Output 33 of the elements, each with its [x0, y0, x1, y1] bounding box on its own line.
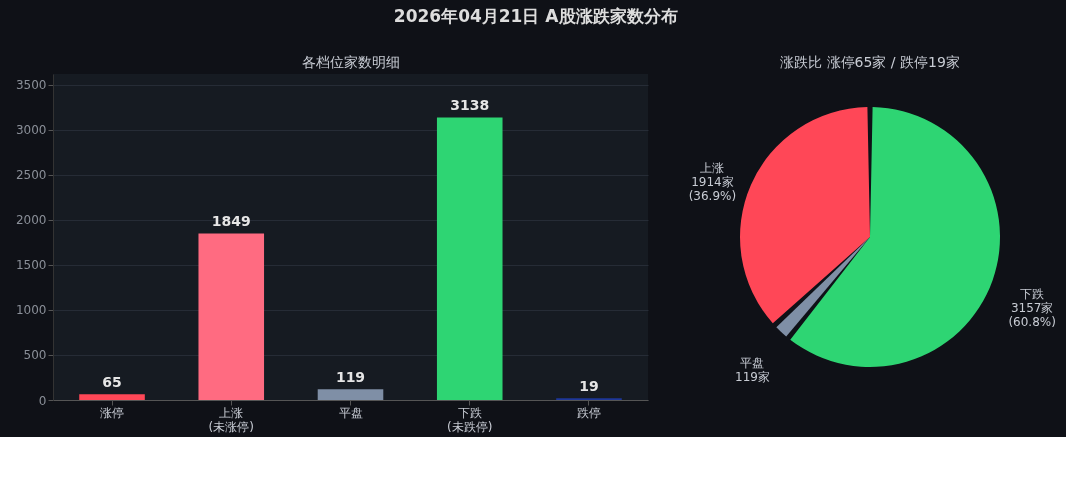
y-tick-label: 3500 [15, 78, 47, 93]
pie-slice [790, 107, 1000, 367]
data-label: 19 [579, 378, 599, 395]
chart-subtitle: 涨跌比 涨停65家 / 跌停19家 [780, 54, 960, 70]
data-label: 3157家 (60.8%) [1008, 301, 1056, 330]
bar [198, 233, 265, 400]
data-label: 1914家 (36.9%) [688, 175, 737, 204]
slice-label: 平盘 [740, 355, 765, 370]
slice-label: 上涨 [700, 161, 725, 176]
x-tick-label: 跌停 [576, 405, 601, 420]
bar [317, 389, 384, 400]
data-label: 119 [335, 369, 366, 386]
pie-slice [740, 107, 870, 324]
y-tick-label: 0 [38, 393, 47, 408]
slice-label: 下跌 [1020, 287, 1045, 302]
data-label: 3138 [450, 97, 490, 114]
y-tick-label: 3000 [15, 123, 47, 138]
data-label: 65 [102, 374, 122, 391]
y-tick-label: 2000 [15, 213, 47, 228]
data-label: 1849 [211, 213, 251, 230]
y-tick-label: 500 [23, 348, 47, 363]
bar [436, 117, 503, 400]
y-tick-label: 1500 [15, 258, 47, 273]
y-tick-label: 1000 [15, 303, 47, 318]
y-tick-label: 2500 [15, 168, 47, 183]
x-tick-label: 平盘 [338, 405, 363, 420]
data-label: 119家 [735, 369, 770, 384]
bar [79, 394, 145, 400]
chart-subtitle: 各档位家数明细 [301, 54, 400, 70]
x-tick-label: 涨停 [100, 405, 125, 420]
x-tick-label: 下跌 (未跌停) [447, 405, 493, 434]
chart-title: 2026年04月21日 A股涨跌家数分布 [393, 6, 678, 26]
x-tick-label: 上涨 (未涨停) [208, 405, 254, 434]
